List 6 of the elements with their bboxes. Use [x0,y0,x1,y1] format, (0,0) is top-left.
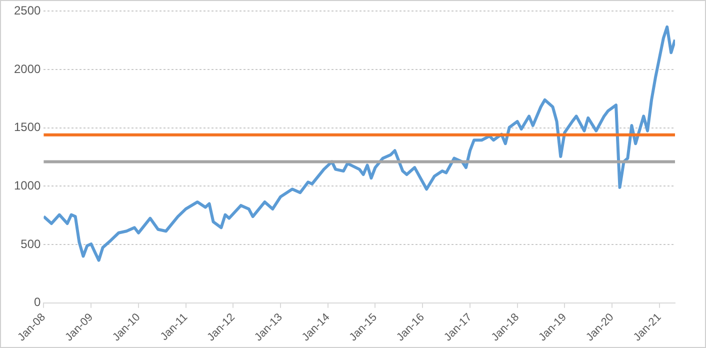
y-tick-label: 2500 [14,4,42,18]
y-tick-label: 0 [34,295,42,310]
y-tick-label: 500 [20,236,42,251]
y-tick-label: 2000 [14,62,42,76]
y-tick-label: 1500 [14,120,42,134]
y-tick-label: 1000 [14,178,42,193]
